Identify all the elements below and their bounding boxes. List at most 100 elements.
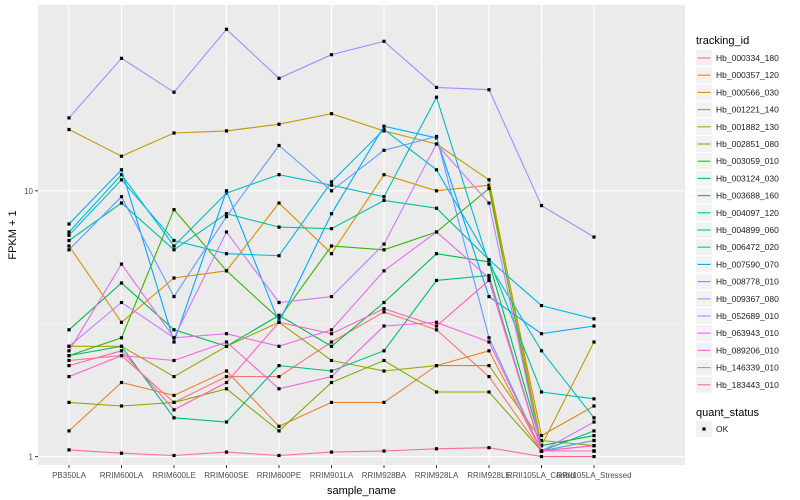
data-point xyxy=(172,90,176,94)
data-point xyxy=(592,420,596,424)
data-point xyxy=(119,404,124,408)
data-point xyxy=(119,320,124,324)
data-point xyxy=(67,400,71,404)
data-point xyxy=(67,354,71,358)
data-point xyxy=(382,39,386,43)
legend-item: Hb_003688_160 xyxy=(696,187,779,204)
legend-label: Hb_004097_120 xyxy=(716,208,779,218)
data-point xyxy=(329,212,334,216)
data-point xyxy=(119,262,124,266)
data-point xyxy=(329,369,334,373)
data-point xyxy=(487,278,491,282)
legend-label: Hb_003688_160 xyxy=(716,191,779,201)
data-point xyxy=(277,313,281,317)
data-point xyxy=(487,364,491,368)
data-point xyxy=(487,273,491,278)
legend-label: Hb_007590_070 xyxy=(716,259,779,269)
data-point xyxy=(434,278,439,282)
data-point xyxy=(382,198,386,202)
data-point xyxy=(119,300,124,305)
legend-item: Hb_001882_130 xyxy=(696,118,779,135)
series-Hb_009367_080 xyxy=(67,27,596,239)
data-point xyxy=(329,375,334,379)
data-point xyxy=(172,340,176,344)
legend-item: Hb_008778_010 xyxy=(696,273,779,290)
data-point xyxy=(539,444,544,448)
data-point xyxy=(487,88,491,92)
data-point xyxy=(119,178,124,182)
series-Hb_004899_060 xyxy=(67,95,596,420)
data-point xyxy=(487,178,491,182)
data-point xyxy=(539,455,544,459)
data-point xyxy=(224,189,229,193)
data-point xyxy=(277,317,281,321)
shape-legend-title: quant_status xyxy=(696,407,759,419)
x-tick-label: PB350LA xyxy=(52,471,86,480)
data-point xyxy=(487,375,491,379)
data-point xyxy=(224,215,229,219)
data-point xyxy=(434,95,439,99)
data-point xyxy=(119,168,124,172)
data-point xyxy=(119,380,124,385)
data-point xyxy=(487,390,491,394)
data-point xyxy=(277,364,281,368)
data-point xyxy=(434,447,439,451)
data-point xyxy=(172,328,176,332)
data-point xyxy=(434,252,439,256)
data-point xyxy=(67,127,71,132)
data-point xyxy=(382,127,386,132)
data-point xyxy=(434,390,439,394)
data-point xyxy=(277,225,281,229)
data-point xyxy=(539,304,544,308)
data-point xyxy=(329,380,334,385)
data-point xyxy=(539,434,544,438)
data-point xyxy=(329,295,334,299)
data-point xyxy=(329,53,334,57)
legend-label: Hb_000334_180 xyxy=(716,53,779,63)
x-tick-label: RRIM600LE xyxy=(152,471,196,480)
data-point xyxy=(172,416,176,420)
data-point xyxy=(172,393,176,397)
shape-legend-key-point xyxy=(702,427,706,431)
data-point xyxy=(172,131,176,135)
data-point xyxy=(277,424,281,428)
legend-item: Hb_063943_010 xyxy=(696,325,779,342)
grid-lines xyxy=(38,5,685,465)
data-point xyxy=(487,340,491,344)
data-point xyxy=(329,244,334,248)
data-point xyxy=(487,446,491,450)
data-point xyxy=(382,300,386,305)
data-point xyxy=(434,324,439,328)
plot-panel xyxy=(38,5,685,465)
legend-label: Hb_003059_010 xyxy=(716,156,779,166)
data-point xyxy=(434,168,439,172)
data-point xyxy=(67,328,71,332)
data-point xyxy=(224,27,229,31)
data-point xyxy=(434,85,439,89)
data-point xyxy=(539,438,544,443)
data-point xyxy=(172,358,176,363)
data-point xyxy=(119,344,124,348)
data-point xyxy=(539,332,544,336)
data-point xyxy=(329,340,334,344)
data-point xyxy=(329,358,334,363)
series-Hb_006472_020 xyxy=(67,127,596,321)
data-point xyxy=(67,233,71,237)
data-point xyxy=(592,404,596,408)
data-point xyxy=(172,295,176,299)
data-point xyxy=(67,364,71,368)
data-point xyxy=(277,254,281,258)
data-point xyxy=(172,208,176,212)
data-point xyxy=(172,248,176,252)
shape-legend: quant_status OK xyxy=(696,407,759,437)
data-point xyxy=(434,230,439,234)
data-point xyxy=(434,134,439,139)
series-Hb_003124_030 xyxy=(67,252,596,448)
data-point xyxy=(382,369,386,373)
data-point xyxy=(329,183,334,187)
data-point xyxy=(434,189,439,193)
data-point xyxy=(67,344,71,348)
data-point xyxy=(329,332,334,336)
data-point xyxy=(434,328,439,332)
data-point xyxy=(382,307,386,311)
